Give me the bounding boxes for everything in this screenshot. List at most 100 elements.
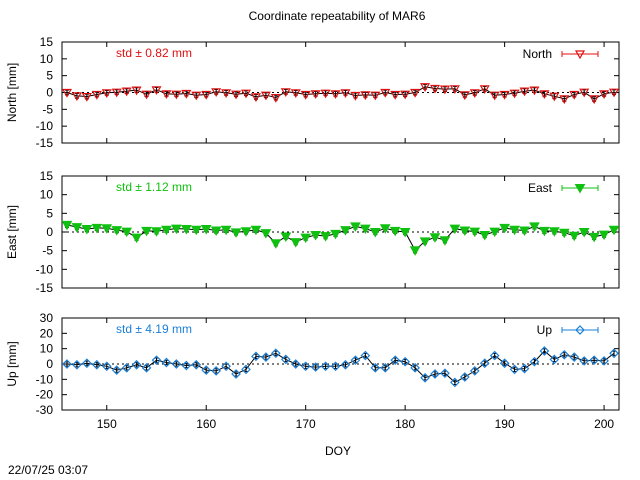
up-data-point	[221, 361, 231, 372]
north-data-point	[489, 91, 500, 101]
up-y-tick-label: 20	[40, 326, 54, 340]
north-data-point	[161, 90, 172, 100]
north-data-point	[300, 90, 311, 100]
up-data-point	[370, 362, 381, 373]
east-data-point	[101, 224, 113, 234]
east-data-point	[449, 224, 461, 235]
east-data-point	[360, 224, 371, 235]
east-data-point	[171, 224, 182, 235]
north-legend-label: North	[523, 47, 552, 61]
east-data-point	[439, 236, 451, 246]
north-data-point	[429, 84, 441, 94]
north-data-point	[579, 88, 590, 98]
north-data-point	[270, 93, 281, 103]
x-tick-label: 180	[395, 417, 415, 431]
up-data-point	[420, 372, 430, 383]
east-data-point	[598, 230, 610, 241]
up-data-point	[360, 350, 371, 361]
north-y-tick-label: -15	[36, 136, 54, 150]
east-data-point	[200, 225, 212, 235]
up-data-point	[300, 361, 311, 372]
east-y-axis-label: East [mm]	[5, 205, 19, 259]
up-data-point	[201, 365, 212, 375]
east-data-point	[81, 225, 93, 235]
north-data-point	[400, 90, 411, 100]
east-data-point	[558, 228, 570, 239]
north-data-point	[499, 90, 510, 100]
up-data-point	[430, 369, 440, 379]
north-data-point	[549, 92, 560, 102]
up-y-tick-label: -10	[36, 372, 54, 386]
north-y-tick-label: 10	[40, 52, 54, 66]
north-data-point	[569, 90, 580, 100]
east-data-point	[91, 223, 103, 234]
up-data-point	[241, 364, 251, 375]
east-data-point	[290, 238, 302, 248]
east-y-tick-label: 10	[40, 188, 54, 202]
up-data-point	[549, 354, 560, 365]
east-y-tick-label: 0	[46, 225, 53, 239]
east-data-point	[548, 227, 560, 237]
x-tick-label: 160	[196, 417, 216, 431]
east-data-point	[429, 233, 441, 243]
north-data-point	[181, 89, 192, 99]
east-data-point	[111, 226, 123, 236]
east-data-point	[499, 223, 510, 234]
north-data-point	[390, 90, 401, 100]
east-data-point	[330, 229, 341, 240]
east-data-point	[389, 226, 401, 237]
north-y-tick-label: 15	[40, 35, 54, 49]
east-data-point	[509, 225, 520, 236]
up-data-point	[469, 366, 480, 376]
north-data-point	[370, 91, 381, 101]
up-data-point	[450, 377, 460, 388]
chart-title: Coordinate repeatability of MAR6	[249, 9, 426, 23]
east-data-point	[469, 227, 481, 238]
up-data-point	[131, 359, 142, 370]
north-data-point	[539, 90, 550, 100]
east-data-point	[310, 230, 321, 241]
north-data-point	[240, 89, 252, 99]
x-axis-label: DOY	[325, 444, 351, 458]
x-tick-label: 150	[97, 417, 117, 431]
up-data-point	[181, 360, 192, 371]
east-data-point	[141, 226, 152, 237]
north-data-point	[201, 90, 212, 100]
up-series-line	[66, 350, 615, 384]
north-std-label: std ± 0.82 mm	[116, 46, 192, 60]
up-y-axis-label: Up [mm]	[5, 341, 19, 386]
east-data-point	[519, 226, 530, 237]
up-data-point	[350, 355, 361, 366]
up-data-point	[290, 359, 301, 369]
east-data-point	[588, 232, 600, 243]
east-data-point	[161, 225, 172, 236]
east-data-point	[260, 229, 272, 239]
north-data-point	[231, 90, 242, 100]
north-data-point	[469, 89, 480, 99]
north-data-point	[81, 92, 92, 102]
up-data-point	[380, 362, 391, 373]
up-data-point	[261, 352, 271, 362]
up-data-point	[251, 351, 261, 362]
east-data-point	[270, 239, 282, 249]
east-data-point	[280, 232, 292, 242]
north-data-point	[479, 85, 490, 95]
up-data-point	[320, 361, 331, 372]
north-y-axis-label: North [mm]	[5, 63, 19, 122]
up-data-point	[62, 359, 72, 369]
up-data-point	[519, 363, 530, 374]
north-data-point	[360, 91, 371, 101]
east-data-point	[300, 233, 312, 244]
up-data-point	[82, 358, 92, 369]
up-data-point	[151, 355, 162, 366]
up-data-point	[529, 356, 540, 367]
up-data-point	[569, 352, 580, 362]
x-tick-label: 200	[594, 417, 614, 431]
north-data-point	[320, 89, 331, 99]
up-std-label: std ± 4.19 mm	[116, 322, 192, 336]
up-data-point	[211, 366, 222, 376]
north-data-point	[191, 91, 202, 101]
up-data-point	[340, 359, 351, 370]
north-data-point	[449, 85, 460, 95]
